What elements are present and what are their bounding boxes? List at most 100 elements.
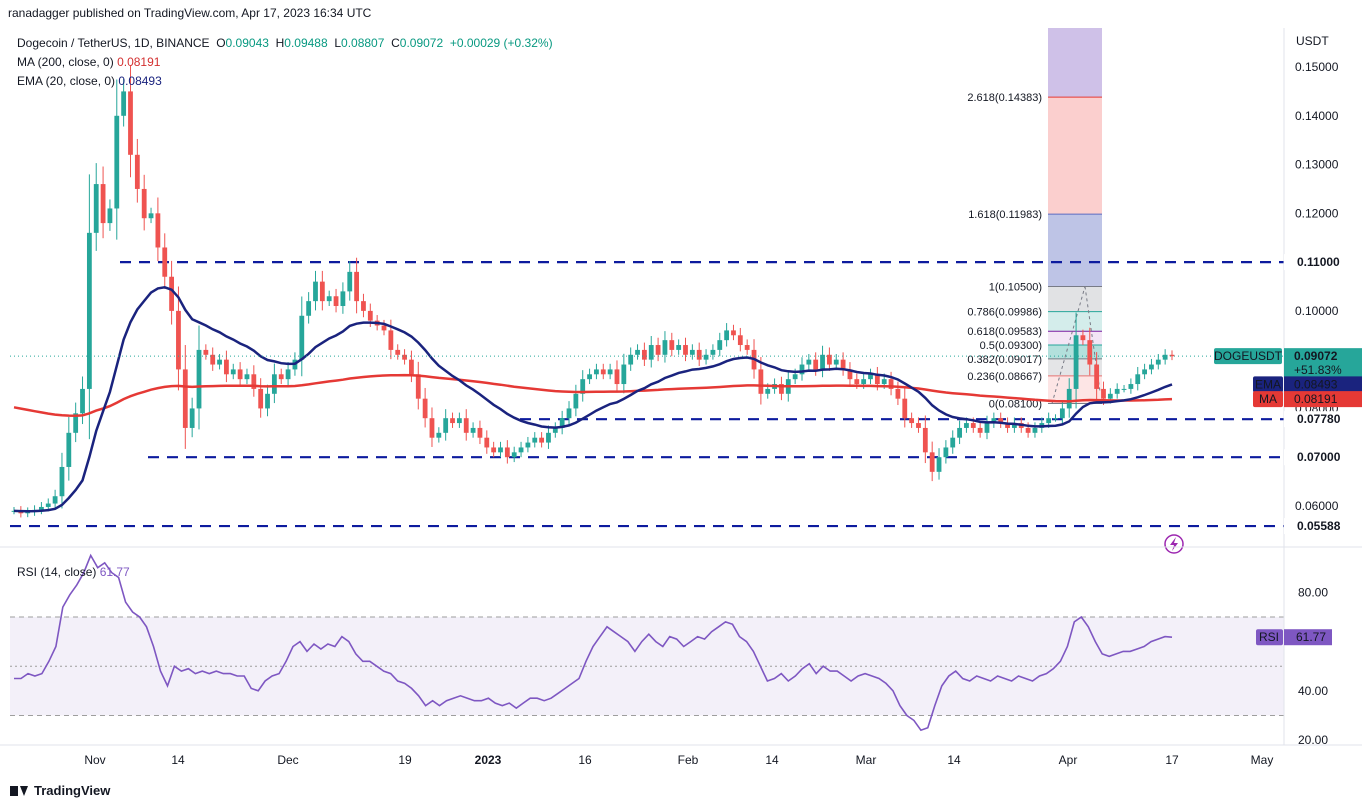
candle-body [1169,354,1175,357]
candle-body [511,452,517,458]
candle-body [950,437,956,448]
ma-legend-row[interactable]: MA (200, close, 0) 0.08191 [17,53,553,72]
candle-body [895,388,901,399]
candle [552,422,558,438]
candle [66,416,72,481]
time-tick-label: 14 [171,753,185,767]
candle-body [463,418,469,433]
footer-brand[interactable]: TradingView [10,783,110,798]
candle-body [1155,359,1161,365]
candle-body [39,506,44,510]
candle-body [100,184,106,224]
candle [436,427,442,443]
time-tick-label: 16 [578,753,592,767]
ma-tag-name-bg [1253,391,1283,408]
footer-brand-label: TradingView [34,783,111,798]
candle-body [888,379,894,389]
candle [806,354,812,370]
candle-body [552,427,558,433]
candle-body [491,447,497,453]
candle [566,401,572,425]
candle [128,65,133,178]
fib-zone [1048,97,1102,215]
level-tag-label: 0.07000 [1297,450,1341,464]
level-tag-label: 0.07780 [1297,412,1341,426]
candle-body [587,374,592,380]
fib-level-label: 2.618(0.14383) [967,92,1042,104]
candle-body [128,91,133,155]
candle [230,363,236,380]
ma-legend-label: MA (200, close, 0) [17,55,114,69]
ema-legend-row[interactable]: EMA (20, close, 0) 0.08493 [17,72,553,91]
price-tick-label: 0.06000 [1295,499,1339,513]
candle [895,381,901,406]
candle-body [306,301,312,316]
candle [594,363,599,380]
candle [984,415,990,440]
candle [80,376,85,425]
price-tick-label: 0.13000 [1295,158,1339,172]
candle-body [1128,384,1134,389]
rsi-pane[interactable] [10,553,1284,732]
candle [607,363,613,380]
candle-body [1162,354,1168,360]
candle-body [744,345,750,350]
candle-body [477,427,483,438]
candle [86,174,92,440]
candle [696,342,702,367]
time-tick-label: 17 [1165,753,1179,767]
candle [559,410,565,435]
candle-body [758,369,764,394]
candle-body [635,349,640,355]
candle [196,325,202,430]
candle [888,371,894,396]
candle-body [504,447,510,458]
candle [717,332,723,357]
candle [1066,378,1072,418]
candle-body [176,310,181,370]
candle [689,344,695,360]
symbol-title: Dogecoin / TetherUS, 1D, BINANCE [17,36,210,50]
price-pane[interactable]: 2.618(0.14383) 1.618(0.11983) 1(0.10500) 0.… [10,28,1284,554]
rsi-tick-label: 40.00 [1298,684,1328,698]
candle [922,415,928,464]
candle-body [278,374,284,380]
fib-level-label: 0.382(0.09017) [967,354,1042,366]
candle [573,384,579,417]
candle [491,441,497,458]
candle [957,420,962,445]
symbol-row[interactable]: Dogecoin / TetherUS, 1D, BINANCE O0.0904… [17,34,553,53]
candle [916,417,921,433]
candle [669,332,675,357]
lightning-icon[interactable] [1164,534,1184,554]
candle-body [210,354,216,365]
candle [703,349,709,365]
rsi-legend[interactable]: RSI (14, close) 61.77 [17,565,130,579]
tradingview-logo-icon [10,785,28,797]
candle-body [916,423,921,428]
candle-body [799,364,805,375]
candle [621,353,627,394]
ma-legend-value: 0.08191 [117,55,161,69]
candle-body [319,281,325,302]
candle-body [970,423,976,428]
candle-body [676,345,682,350]
candle [600,363,606,380]
candle [758,356,764,405]
candle-body [1053,418,1058,420]
candle-body [470,427,476,433]
candle [224,350,229,383]
candle [319,270,325,311]
candle [114,79,120,240]
close-value: 0.09072 [399,36,444,50]
candle-body [991,418,997,424]
candle [237,362,243,386]
price-tick-label: 0.10000 [1295,304,1339,318]
candle-body [66,432,72,467]
candle-body [59,466,65,497]
candle [251,365,257,397]
candle-body [1142,369,1147,375]
time-tick-label: May [1251,753,1274,767]
candle-body [820,354,825,370]
